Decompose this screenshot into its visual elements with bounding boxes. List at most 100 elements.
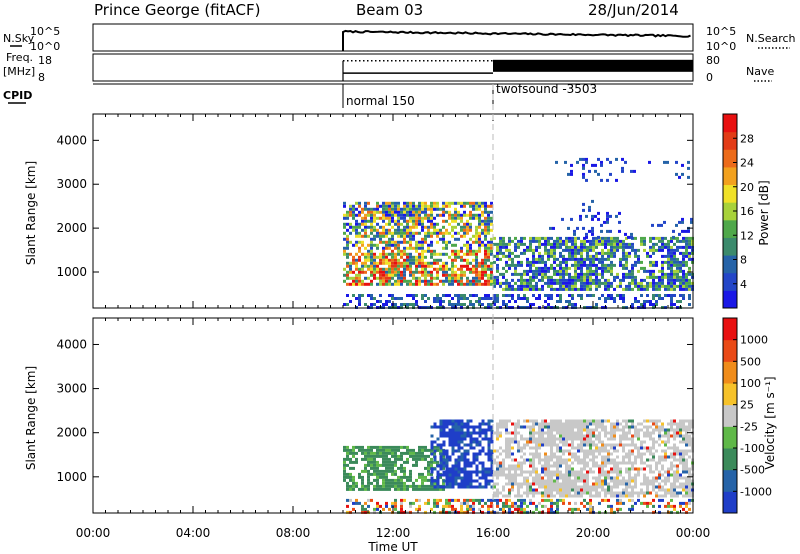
echo-cell [436,261,439,265]
echo-cell [397,297,400,300]
echo-cell [573,229,576,233]
echo-cell [658,482,661,486]
echo-cell [582,226,585,230]
echo-cell [646,482,649,486]
echo-cell [373,210,376,214]
echo-cell [403,276,406,280]
echo-cell [591,217,594,221]
echo-cell [343,445,346,449]
echo-cell [523,443,526,447]
echo-cell [609,229,612,233]
echo-cell [682,485,685,489]
echo-cell [643,278,646,282]
echo-cell [529,281,532,285]
echo-cell [631,245,634,249]
echo-cell [484,261,487,265]
echo-cell [649,272,652,276]
echo-cell [370,297,373,300]
echo-cell [688,449,691,453]
echo-cell [421,451,424,455]
cpid-mode-twofsound: twofsound -3503 [496,82,597,96]
echo-cell [529,275,532,279]
echo-cell [478,204,481,208]
echo-cell [475,464,479,468]
echo-cell [451,467,455,471]
echo-cell [394,282,397,286]
echo-cell [637,257,640,261]
echo-cell [559,284,562,288]
echo-cell [388,478,391,482]
echo-cell [430,261,433,265]
echo-cell [421,457,424,461]
echo-cell [643,494,646,498]
echo-cell [466,225,469,229]
echo-cell [436,473,440,477]
echo-cell [652,452,655,456]
echo-cell [403,481,406,485]
echo-cell [661,248,664,252]
echo-cell [562,278,565,282]
echo-cell [466,243,469,247]
echo-cell [532,476,535,480]
echo-cell [622,488,625,492]
echo-cell [580,470,583,474]
echo-cell [490,498,493,502]
echo-cell [643,287,646,291]
echo-cell [421,267,424,271]
echo-cell [370,237,373,241]
echo-cell [625,422,628,426]
echo-cell [457,303,460,306]
echo-cell [454,464,458,468]
echo-cell [625,284,628,288]
echo-cell [583,461,586,465]
echo-cell [406,475,409,479]
echo-cell [463,234,466,238]
echo-cell [469,476,473,480]
echo-cell [622,294,625,297]
echo-cell [430,216,433,220]
echo-cell [598,452,601,456]
echo-cell [673,488,676,492]
echo-cell [412,448,415,452]
echo-cell [451,297,454,300]
echo-cell [640,281,643,285]
echo-cell [640,488,643,492]
echo-cell [424,448,427,452]
echo-cell [418,279,421,283]
echo-cell [565,443,568,447]
echo-cell [529,470,532,474]
echo-cell [577,260,580,264]
echo-cell [640,452,643,456]
echo-cell [481,510,484,514]
echo-cell [349,478,352,482]
echo-cell [637,446,640,450]
echo-cell [568,422,571,426]
echo-cell [358,475,361,479]
echo-cell [418,498,421,502]
echo-cell [391,282,394,286]
echo-cell [448,504,451,508]
echo-cell [442,504,445,508]
echo-cell [574,437,577,441]
echo-cell [364,454,367,458]
echo-cell [466,240,469,244]
echo-cell [421,207,424,211]
echo-cell [445,461,449,465]
colorbar-segment [723,318,737,341]
echo-cell [388,237,391,241]
echo-cell [544,242,547,246]
echo-cell [355,297,358,300]
echo-cell [592,443,595,447]
echo-cell [355,501,358,505]
echo-cell [406,246,409,250]
echo-cell [595,443,598,447]
echo-cell [523,437,526,441]
echo-cell [439,228,442,232]
echo-cell [568,303,571,306]
echo-cell [352,460,355,464]
echo-cell [679,425,682,429]
echo-cell [538,473,541,477]
echo-cell [391,478,394,482]
echo-cell [373,261,376,265]
echo-cell [349,300,352,303]
